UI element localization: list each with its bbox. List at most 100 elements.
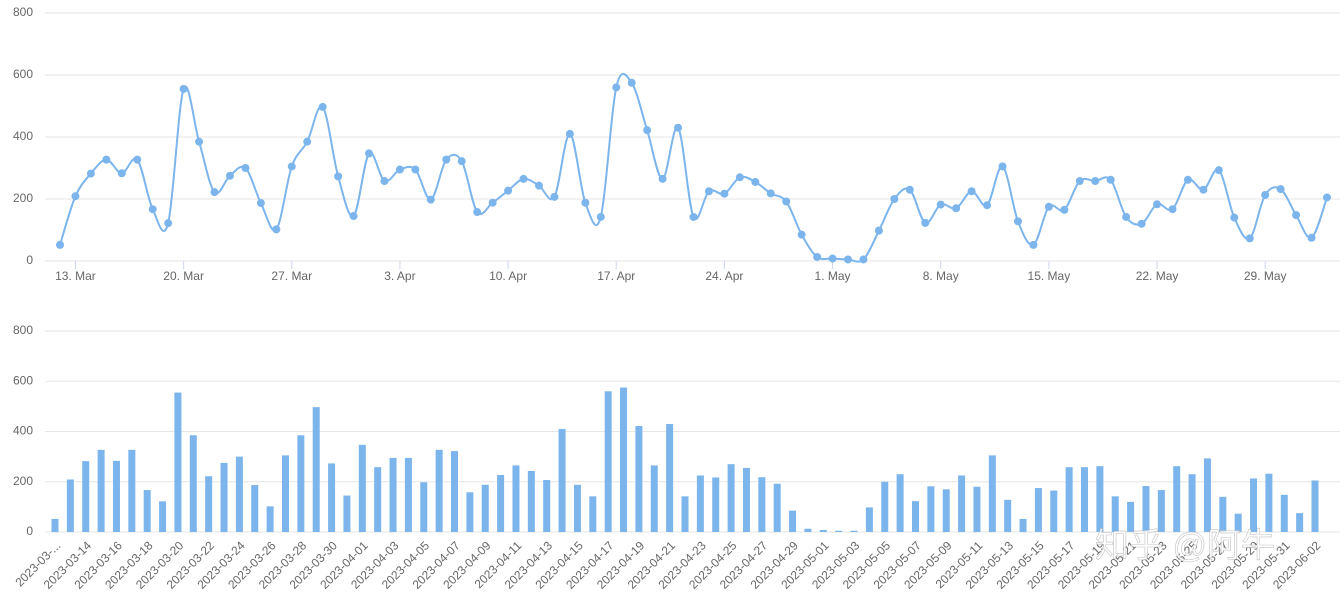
bar: [804, 528, 812, 532]
bar: [973, 486, 981, 532]
bar: [281, 455, 289, 532]
point: [349, 212, 358, 221]
point: [442, 155, 451, 164]
point: [272, 225, 281, 234]
point: [1106, 175, 1115, 184]
point: [1044, 202, 1053, 211]
bar: [681, 496, 689, 532]
point: [102, 155, 111, 164]
point: [844, 255, 853, 264]
x-tick-label: 24. Apr: [705, 269, 743, 283]
point: [133, 155, 142, 164]
bar: [112, 460, 120, 532]
point: [1013, 217, 1022, 226]
point: [936, 200, 945, 209]
bar: [205, 476, 213, 532]
bar: [1173, 466, 1181, 532]
point: [1230, 213, 1239, 222]
point: [766, 189, 775, 198]
point: [195, 137, 204, 146]
point: [704, 187, 713, 196]
bar: [543, 479, 551, 532]
point: [1245, 234, 1254, 243]
bar: [927, 486, 935, 532]
bar: [466, 492, 474, 532]
point: [689, 212, 698, 221]
bar: [911, 501, 919, 532]
point: [751, 177, 760, 186]
y-tick-label: 200: [13, 474, 33, 488]
y-tick-label: 800: [13, 323, 33, 337]
point: [1075, 177, 1084, 186]
bar: [174, 392, 182, 532]
bar: [1050, 490, 1058, 532]
point: [1261, 190, 1270, 199]
point: [627, 78, 636, 87]
point: [967, 187, 976, 196]
bar: [343, 495, 351, 532]
bar: [451, 451, 459, 532]
point: [859, 255, 868, 264]
bar: [942, 489, 950, 532]
y-tick-label: 800: [13, 5, 33, 19]
bar: [389, 457, 397, 532]
bar: [374, 467, 382, 532]
point: [983, 201, 992, 210]
bar: [1019, 518, 1027, 532]
bar: [1250, 478, 1258, 532]
x-tick-label: 1. May: [815, 269, 851, 283]
bar: [527, 470, 535, 532]
bar: [696, 475, 704, 532]
point: [921, 218, 930, 227]
point: [1307, 233, 1316, 242]
point: [148, 205, 157, 214]
point: [1214, 166, 1223, 175]
point: [565, 129, 574, 138]
bar: [189, 435, 197, 532]
point: [720, 189, 729, 198]
point: [782, 197, 791, 206]
bar: [712, 477, 720, 532]
point: [905, 185, 914, 194]
bar: [143, 490, 151, 532]
bar: [1280, 494, 1288, 532]
point: [365, 149, 374, 158]
bar: [881, 481, 889, 532]
point: [1122, 212, 1131, 221]
bar: [128, 449, 136, 532]
bar: [604, 391, 612, 532]
x-tick-label: 15. May: [1028, 269, 1071, 283]
x-tick-label: 17. Apr: [597, 269, 635, 283]
point: [164, 219, 173, 228]
point: [210, 188, 219, 197]
point: [813, 252, 822, 261]
y-tick-label: 0: [26, 253, 33, 267]
point: [643, 126, 652, 135]
line-series: [59, 73, 1328, 263]
bar: [235, 456, 243, 532]
point: [735, 173, 744, 182]
point: [596, 212, 605, 221]
point: [998, 162, 1007, 171]
bar: [1234, 513, 1242, 532]
bar: [835, 530, 843, 532]
x-tick-label: 29. May: [1244, 269, 1287, 283]
bar: [435, 449, 443, 532]
bar: [251, 485, 259, 532]
bar: [220, 462, 228, 532]
point: [488, 198, 497, 207]
point: [457, 157, 466, 166]
x-tick-label: 8. May: [923, 269, 959, 283]
point: [1292, 211, 1301, 220]
bar: [266, 506, 274, 532]
point: [303, 137, 312, 146]
point: [612, 83, 621, 92]
bar: [1111, 496, 1119, 532]
point: [426, 195, 435, 204]
bar: [1311, 480, 1319, 532]
point: [1060, 205, 1069, 214]
bar: [1096, 466, 1104, 532]
bar: [742, 467, 750, 532]
